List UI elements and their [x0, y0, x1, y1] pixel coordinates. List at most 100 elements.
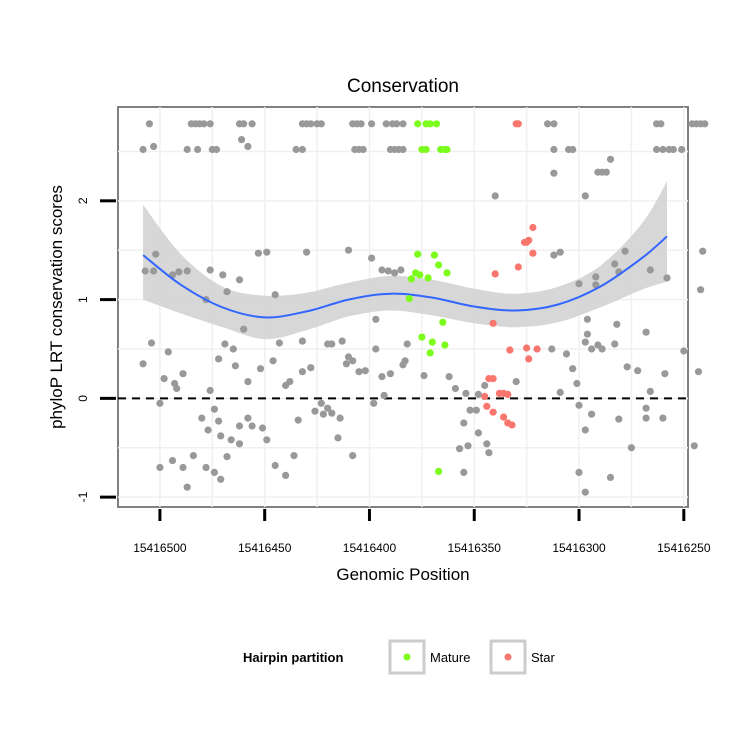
other-point — [286, 378, 294, 386]
star-point — [508, 421, 516, 429]
other-point — [210, 405, 218, 413]
other-point — [588, 345, 596, 353]
other-point — [621, 247, 629, 255]
other-point — [328, 409, 336, 417]
star-point — [485, 375, 493, 383]
other-point — [292, 145, 300, 154]
other-point — [690, 442, 698, 450]
other-point — [474, 390, 482, 398]
other-point — [244, 414, 252, 422]
y-tick-label: 1 — [76, 296, 90, 303]
other-point — [550, 251, 558, 259]
other-point — [275, 339, 283, 347]
other-point — [263, 436, 271, 444]
other-point — [152, 250, 160, 258]
other-point — [623, 363, 631, 371]
other-point — [694, 368, 703, 376]
other-point — [462, 389, 470, 397]
other-point — [451, 384, 459, 393]
other-point — [349, 452, 357, 460]
other-point — [344, 353, 353, 361]
other-point — [464, 442, 472, 450]
other-point — [290, 452, 298, 460]
other-point — [344, 246, 353, 254]
other-point — [403, 340, 411, 348]
mature-point — [439, 318, 447, 326]
other-point — [271, 461, 279, 470]
other-point — [701, 120, 709, 128]
other-point — [592, 273, 600, 281]
other-point — [200, 120, 208, 128]
mature-point — [432, 120, 441, 128]
other-point — [615, 415, 623, 423]
star-point — [489, 408, 497, 416]
y-tick-label: 2 — [76, 197, 90, 204]
mature-point — [405, 295, 413, 303]
other-point — [445, 373, 453, 381]
other-point — [206, 386, 214, 395]
other-point — [240, 120, 248, 128]
other-point — [307, 364, 315, 372]
star-point — [491, 270, 499, 278]
star-point — [529, 223, 537, 232]
star-point — [489, 319, 497, 327]
other-point — [583, 330, 592, 338]
other-point — [198, 414, 206, 422]
other-point — [583, 315, 592, 323]
other-point — [575, 280, 583, 288]
other-point — [231, 362, 239, 370]
other-point — [212, 145, 221, 154]
other-point — [307, 120, 315, 128]
other-point — [657, 120, 665, 128]
other-point — [642, 328, 650, 336]
other-point — [491, 192, 499, 200]
x-axis: 15416500 15416450 15416400 15416350 15416300… — [133, 509, 711, 555]
other-point — [472, 406, 480, 414]
other-point — [372, 315, 380, 323]
other-point — [485, 449, 493, 457]
legend-label-star: Star — [531, 650, 556, 665]
other-point — [355, 368, 363, 376]
star-point — [514, 120, 522, 128]
other-point — [357, 120, 365, 128]
other-point — [334, 434, 342, 442]
other-point — [659, 145, 667, 154]
other-point — [646, 266, 654, 274]
mature-point — [422, 145, 430, 154]
other-point — [359, 145, 367, 154]
other-point — [378, 266, 386, 274]
other-point — [324, 404, 332, 412]
other-point — [380, 391, 388, 399]
other-point — [204, 426, 212, 434]
mature-point — [443, 145, 451, 154]
other-point — [238, 136, 246, 144]
star-point — [525, 355, 533, 363]
mature-point — [414, 250, 422, 258]
other-point — [294, 416, 302, 424]
smooth-line — [142, 235, 668, 319]
legend-mature-swatch — [403, 653, 411, 661]
other-point — [378, 373, 386, 381]
other-point — [606, 155, 615, 163]
other-point — [663, 274, 671, 282]
other-point — [235, 276, 244, 284]
legend: Hairpin partition Mature Star — [243, 639, 556, 675]
y-axis-title: phyloP LRT conservation scores — [47, 185, 66, 429]
other-point — [164, 348, 172, 356]
other-point — [642, 414, 650, 422]
other-point — [474, 429, 482, 437]
other-point — [598, 345, 606, 353]
other-point — [256, 365, 265, 373]
other-point — [259, 424, 267, 432]
star-point — [483, 402, 491, 410]
mature-point — [426, 120, 434, 128]
other-point — [699, 247, 707, 255]
other-point — [569, 145, 577, 154]
other-point — [562, 350, 571, 358]
other-point — [244, 142, 252, 151]
other-point — [575, 401, 583, 409]
other-point — [189, 452, 197, 460]
legend-label-mature: Mature — [430, 650, 470, 665]
star-point — [481, 392, 489, 400]
other-point — [391, 269, 399, 277]
